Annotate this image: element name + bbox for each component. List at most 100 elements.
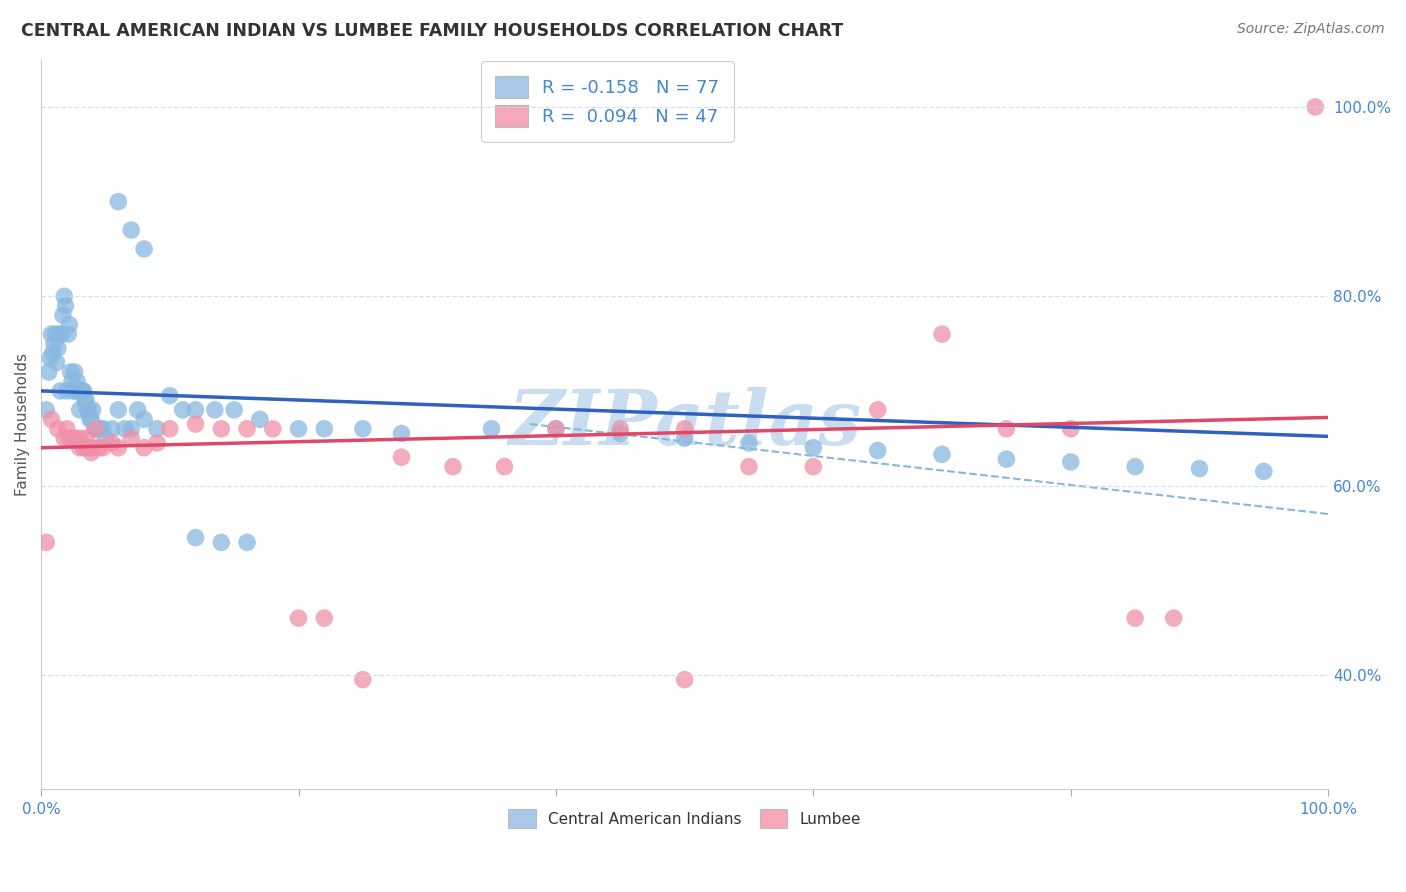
Point xyxy=(544,422,567,436)
Point xyxy=(209,422,232,436)
Point xyxy=(673,431,696,445)
Point xyxy=(1188,461,1211,475)
Point xyxy=(46,342,69,356)
Point xyxy=(391,426,413,441)
Point xyxy=(75,393,97,408)
Point xyxy=(38,365,60,379)
Point xyxy=(352,422,374,436)
Point xyxy=(673,422,696,436)
Point xyxy=(69,431,91,445)
Legend: Central American Indians, Lumbee: Central American Indians, Lumbee xyxy=(501,802,869,836)
Point xyxy=(53,431,76,445)
Point xyxy=(58,318,80,332)
Point xyxy=(1163,611,1185,625)
Point xyxy=(120,223,142,237)
Point xyxy=(609,426,631,441)
Point xyxy=(262,422,284,436)
Point xyxy=(84,422,107,436)
Point xyxy=(56,422,79,436)
Point xyxy=(120,431,142,445)
Point xyxy=(931,447,953,461)
Point xyxy=(1253,464,1275,478)
Text: CENTRAL AMERICAN INDIAN VS LUMBEE FAMILY HOUSEHOLDS CORRELATION CHART: CENTRAL AMERICAN INDIAN VS LUMBEE FAMILY… xyxy=(21,22,844,40)
Point xyxy=(73,393,96,408)
Point xyxy=(67,384,90,398)
Point xyxy=(132,441,155,455)
Point xyxy=(544,422,567,436)
Point xyxy=(41,327,63,342)
Point xyxy=(82,441,104,455)
Point xyxy=(995,422,1018,436)
Point xyxy=(1060,422,1083,436)
Point xyxy=(1123,611,1146,625)
Point xyxy=(352,673,374,687)
Point xyxy=(91,441,114,455)
Point xyxy=(931,327,953,342)
Point xyxy=(224,402,246,417)
Point xyxy=(738,459,761,474)
Point xyxy=(184,417,207,431)
Point xyxy=(72,384,94,398)
Point xyxy=(107,194,129,209)
Point xyxy=(995,452,1018,467)
Point xyxy=(70,384,93,398)
Point xyxy=(94,431,117,445)
Point xyxy=(58,431,80,445)
Point xyxy=(249,412,271,426)
Point xyxy=(41,412,63,426)
Point xyxy=(1060,455,1083,469)
Point xyxy=(107,441,129,455)
Point xyxy=(101,436,124,450)
Point xyxy=(146,436,169,450)
Point xyxy=(76,402,98,417)
Point xyxy=(494,459,516,474)
Point xyxy=(391,450,413,465)
Point xyxy=(72,441,94,455)
Point xyxy=(314,422,336,436)
Point xyxy=(159,389,181,403)
Point xyxy=(52,308,75,322)
Point xyxy=(87,441,110,455)
Point xyxy=(44,327,66,342)
Point xyxy=(65,384,87,398)
Point xyxy=(866,443,889,458)
Point xyxy=(801,441,824,455)
Point xyxy=(1123,459,1146,474)
Point xyxy=(609,422,631,436)
Point xyxy=(801,459,824,474)
Y-axis label: Family Households: Family Households xyxy=(15,352,30,496)
Point xyxy=(62,384,84,398)
Point xyxy=(314,611,336,625)
Point xyxy=(101,422,124,436)
Point xyxy=(55,299,77,313)
Point xyxy=(60,375,83,389)
Point xyxy=(49,384,72,398)
Point xyxy=(87,422,110,436)
Point xyxy=(172,402,194,417)
Point xyxy=(236,422,259,436)
Point xyxy=(75,431,97,445)
Point xyxy=(114,422,136,436)
Point xyxy=(72,384,94,398)
Point xyxy=(39,351,62,365)
Point xyxy=(107,402,129,417)
Point xyxy=(63,365,86,379)
Point xyxy=(80,445,103,459)
Point xyxy=(132,412,155,426)
Point xyxy=(76,441,98,455)
Point xyxy=(866,402,889,417)
Point xyxy=(48,327,70,342)
Point xyxy=(184,531,207,545)
Point xyxy=(35,402,58,417)
Point xyxy=(287,611,309,625)
Point xyxy=(236,535,259,549)
Point xyxy=(146,422,169,436)
Point xyxy=(62,431,84,445)
Point xyxy=(287,422,309,436)
Point xyxy=(82,402,104,417)
Point xyxy=(89,422,111,436)
Point xyxy=(56,384,79,398)
Point xyxy=(204,402,226,417)
Point xyxy=(80,412,103,426)
Text: ZIPatlas: ZIPatlas xyxy=(508,387,862,461)
